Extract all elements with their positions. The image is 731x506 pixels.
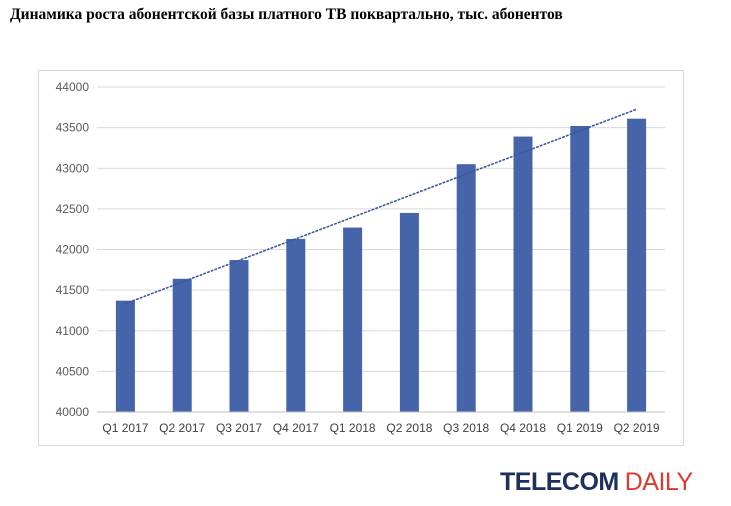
y-tick-label: 43500 bbox=[56, 121, 90, 135]
bar bbox=[570, 126, 590, 412]
bar bbox=[286, 238, 306, 412]
bar bbox=[115, 300, 135, 412]
bar bbox=[399, 212, 419, 412]
x-tick-label: Q1 2019 bbox=[557, 421, 603, 435]
y-tick-label: 40000 bbox=[56, 405, 90, 419]
bars bbox=[115, 118, 647, 412]
axes: 40000 40500 41000 41500 42000 42500 43000 43500… bbox=[56, 80, 665, 435]
bar bbox=[456, 164, 476, 412]
bar bbox=[627, 118, 647, 412]
x-tick-label: Q4 2017 bbox=[273, 421, 319, 435]
bar bbox=[513, 136, 533, 412]
x-tick-label: Q2 2019 bbox=[614, 421, 660, 435]
telecom-daily-logo: TELECOM DAILY bbox=[500, 466, 693, 498]
logo-word-telecom: TELECOM bbox=[500, 468, 619, 496]
bar bbox=[172, 278, 192, 412]
y-tick-label: 41500 bbox=[56, 283, 90, 297]
chart-title: Динамика роста абонентской базы платного… bbox=[10, 6, 563, 23]
y-tick-label: 40500 bbox=[56, 364, 90, 378]
x-tick-label: Q3 2017 bbox=[216, 421, 262, 435]
y-tick-label: 41000 bbox=[56, 324, 90, 338]
y-tick-label: 42000 bbox=[56, 243, 90, 257]
bar bbox=[229, 260, 249, 412]
y-tick-label: 43000 bbox=[56, 161, 90, 175]
logo-word-daily: DAILY bbox=[624, 468, 693, 496]
trendline bbox=[124, 108, 638, 305]
x-tick-label: Q1 2017 bbox=[102, 421, 148, 435]
bar bbox=[343, 227, 363, 412]
y-tick-label: 44000 bbox=[56, 80, 90, 94]
x-tick-label: Q2 2018 bbox=[386, 421, 432, 435]
x-tick-label: Q2 2017 bbox=[159, 421, 205, 435]
trendline-path bbox=[124, 108, 638, 305]
x-tick-label: Q3 2018 bbox=[443, 421, 489, 435]
x-tick-label: Q1 2018 bbox=[330, 421, 376, 435]
x-tick-label: Q4 2018 bbox=[500, 421, 546, 435]
y-tick-label: 42500 bbox=[56, 202, 90, 216]
